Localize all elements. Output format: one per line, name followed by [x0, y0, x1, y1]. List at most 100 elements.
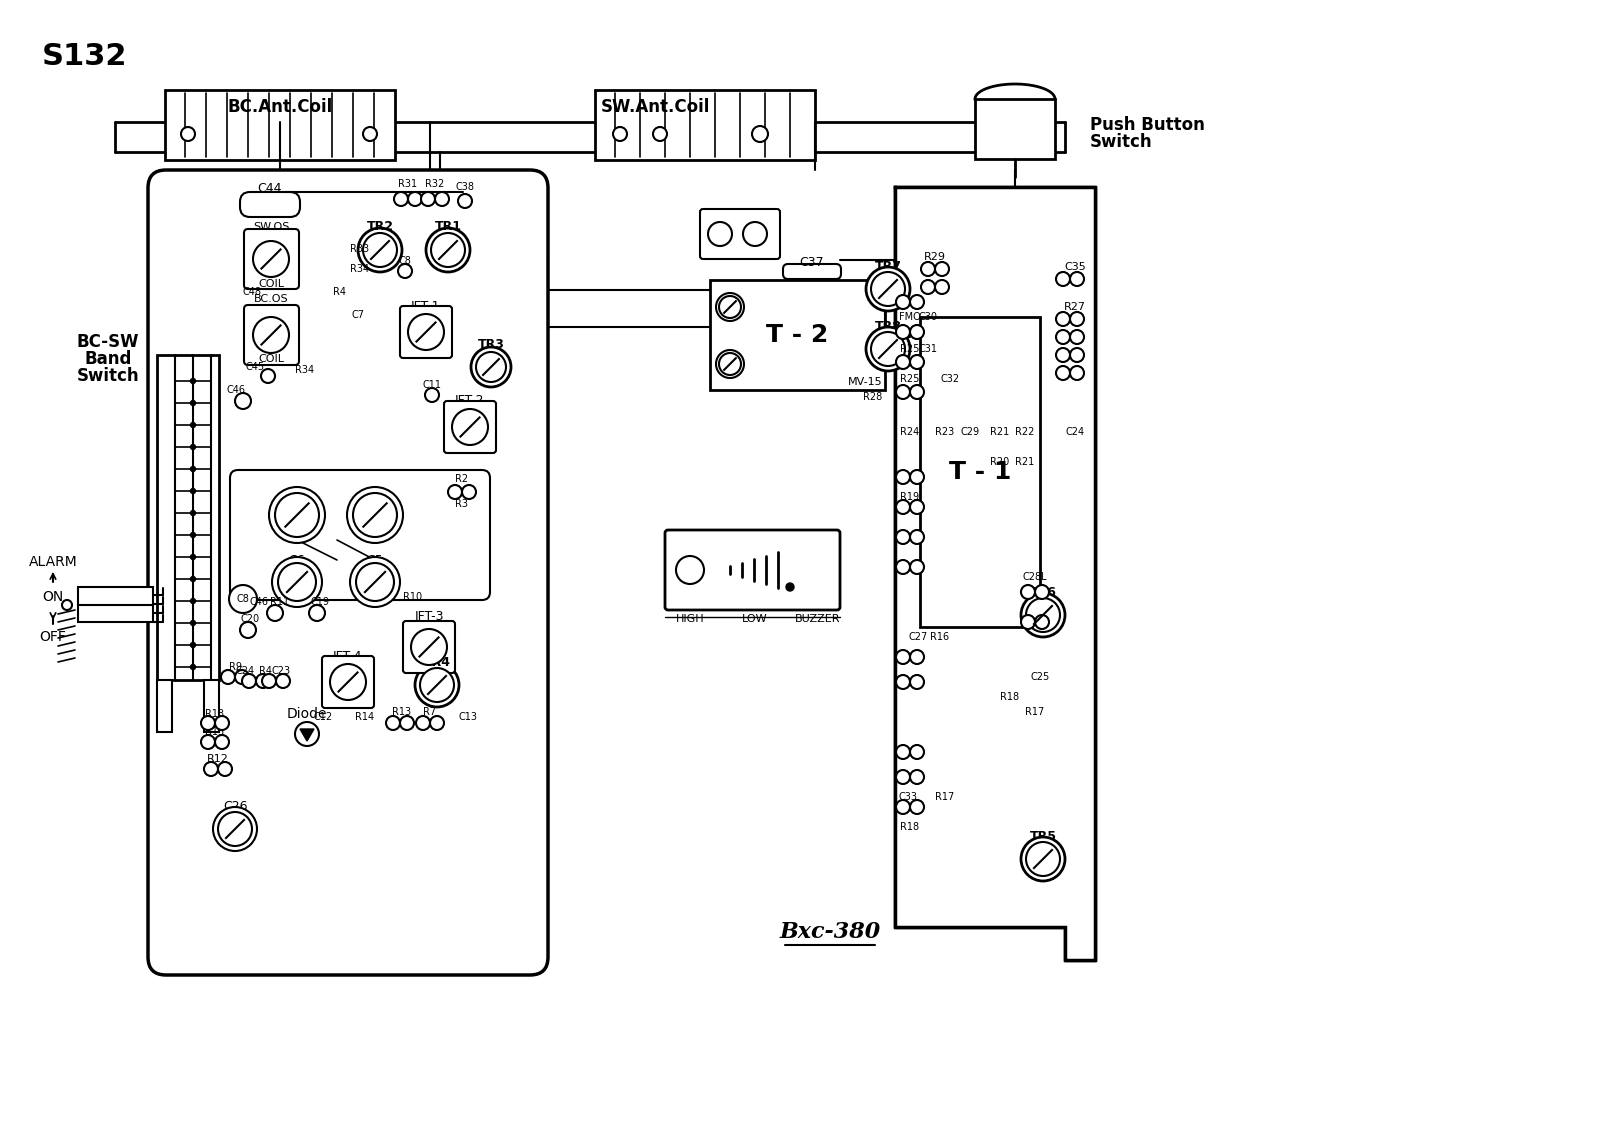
Text: R17: R17 [1026, 707, 1045, 717]
Circle shape [1056, 330, 1070, 344]
Circle shape [202, 735, 214, 749]
Circle shape [218, 762, 232, 777]
Text: Push Button: Push Button [1090, 116, 1205, 134]
Text: C19: C19 [310, 597, 330, 607]
Circle shape [1035, 615, 1050, 629]
Text: R4: R4 [259, 666, 272, 676]
Text: C8: C8 [237, 594, 250, 604]
Circle shape [1056, 312, 1070, 326]
Circle shape [477, 352, 506, 382]
Circle shape [1056, 366, 1070, 380]
Text: C45: C45 [245, 362, 264, 372]
Text: C46: C46 [227, 385, 245, 394]
Text: R15: R15 [205, 727, 224, 737]
Circle shape [242, 674, 256, 687]
Circle shape [330, 664, 366, 700]
Text: ALARM: ALARM [29, 554, 77, 569]
Circle shape [910, 470, 925, 483]
Text: Switch: Switch [1090, 133, 1152, 151]
Text: BC-SW: BC-SW [77, 332, 139, 350]
Circle shape [190, 642, 195, 648]
Text: IFT-1: IFT-1 [411, 301, 440, 313]
Text: R19: R19 [901, 492, 920, 502]
Circle shape [190, 577, 195, 582]
Circle shape [675, 556, 704, 584]
Circle shape [253, 241, 290, 277]
Circle shape [910, 745, 925, 758]
Text: R29: R29 [925, 252, 946, 261]
Circle shape [896, 295, 910, 309]
Circle shape [190, 511, 195, 515]
Circle shape [1070, 330, 1085, 344]
Text: R24: R24 [901, 427, 920, 437]
Circle shape [922, 279, 934, 294]
Circle shape [1070, 312, 1085, 326]
Circle shape [910, 675, 925, 689]
Text: TR6: TR6 [1029, 586, 1056, 598]
Circle shape [896, 470, 910, 483]
Circle shape [190, 532, 195, 538]
FancyBboxPatch shape [403, 621, 454, 673]
Text: C12: C12 [314, 712, 333, 722]
Text: C31: C31 [918, 344, 938, 354]
Polygon shape [301, 729, 314, 740]
Circle shape [910, 770, 925, 784]
Text: R32: R32 [426, 179, 445, 189]
Circle shape [717, 350, 744, 378]
Circle shape [742, 222, 766, 246]
Circle shape [613, 127, 627, 141]
Text: C23: C23 [272, 666, 291, 676]
Circle shape [896, 355, 910, 369]
Circle shape [221, 669, 235, 684]
Text: C26: C26 [222, 800, 248, 814]
Circle shape [1035, 585, 1050, 598]
Circle shape [910, 530, 925, 544]
Circle shape [910, 560, 925, 574]
Circle shape [1021, 615, 1035, 629]
Text: C3: C3 [366, 486, 384, 498]
Circle shape [435, 192, 450, 206]
Circle shape [430, 233, 466, 267]
Circle shape [1070, 366, 1085, 380]
Circle shape [896, 800, 910, 814]
Text: C13: C13 [459, 712, 477, 722]
Bar [157, 355, 219, 680]
Circle shape [347, 487, 403, 543]
Circle shape [910, 500, 925, 514]
Circle shape [190, 598, 195, 603]
Circle shape [718, 353, 741, 375]
Circle shape [1021, 593, 1066, 637]
Circle shape [421, 192, 435, 206]
Text: C24: C24 [1066, 427, 1085, 437]
FancyBboxPatch shape [782, 264, 842, 279]
Circle shape [910, 295, 925, 309]
Circle shape [190, 379, 195, 383]
Text: R21: R21 [1016, 458, 1035, 467]
Bar [165, 90, 395, 160]
Circle shape [275, 492, 318, 536]
Text: C5: C5 [366, 553, 384, 567]
Circle shape [253, 317, 290, 353]
Text: FMO: FMO [899, 312, 922, 322]
Circle shape [426, 228, 470, 272]
Text: S132: S132 [42, 42, 128, 71]
Text: R2: R2 [456, 474, 469, 483]
Circle shape [408, 192, 422, 206]
Circle shape [462, 485, 477, 499]
Text: ON: ON [42, 591, 64, 604]
Text: IFT-3: IFT-3 [414, 611, 443, 623]
Text: C35: C35 [1064, 261, 1086, 272]
Text: Band: Band [85, 350, 131, 369]
Circle shape [1021, 837, 1066, 881]
Circle shape [363, 233, 397, 267]
Circle shape [1056, 272, 1070, 286]
Circle shape [419, 668, 454, 702]
Circle shape [214, 735, 229, 749]
Circle shape [354, 492, 397, 536]
Circle shape [453, 409, 488, 445]
Text: C28L: C28L [1022, 573, 1048, 582]
Circle shape [262, 674, 277, 687]
FancyBboxPatch shape [243, 229, 299, 289]
Text: TR8: TR8 [875, 320, 901, 334]
Circle shape [1070, 272, 1085, 286]
